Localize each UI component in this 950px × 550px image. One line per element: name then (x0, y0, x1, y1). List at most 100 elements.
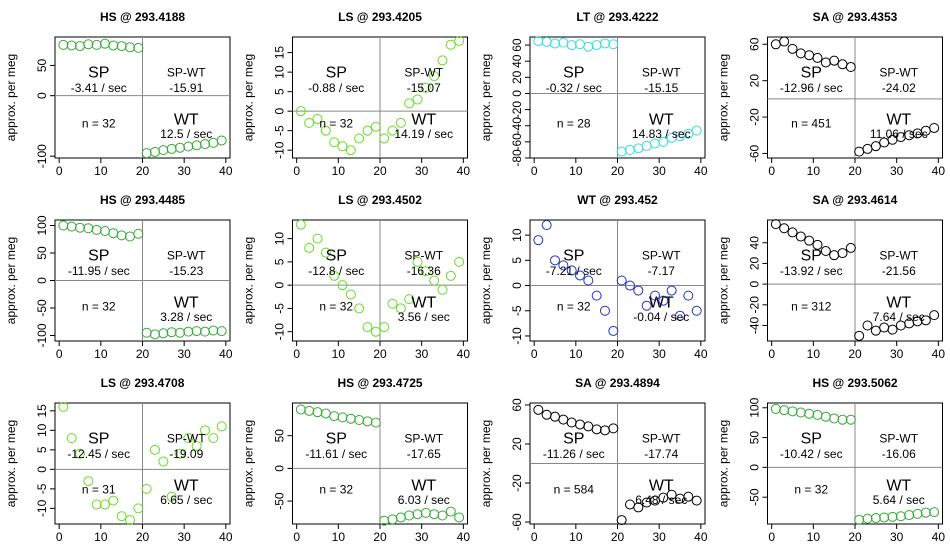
annotation: -0.32 / sec (546, 81, 602, 95)
y-tick-label: 20 (748, 256, 762, 270)
y-tick-label: 0 (748, 464, 762, 471)
x-tick-label: 0 (768, 164, 775, 178)
point (387, 298, 398, 309)
point (541, 409, 552, 420)
point (362, 125, 373, 136)
annotation: SP (563, 65, 584, 82)
annotation: -11.61 / sec (305, 447, 367, 461)
y-tick-label: 50 (273, 429, 287, 443)
point (116, 511, 127, 522)
chart-title: LS @ 293.4205 (338, 10, 422, 24)
point (345, 289, 356, 300)
annotation: WT (411, 112, 436, 129)
point (58, 39, 69, 50)
annotation: 5.64 / sec (873, 493, 925, 507)
point (845, 62, 856, 73)
annotation: SP-WT (167, 65, 206, 79)
y-tick-label: 20 (510, 70, 524, 84)
point (616, 275, 627, 286)
point (870, 513, 881, 524)
chart-title: SA @ 293.4353 (813, 10, 898, 24)
point (420, 82, 431, 93)
point (920, 315, 931, 326)
point (116, 41, 127, 52)
y-tick-label: 50 (748, 431, 762, 445)
point (183, 141, 194, 152)
point (379, 515, 390, 526)
x-tick-label: 20 (136, 347, 150, 361)
annotation: -0.88 / sec (308, 81, 364, 95)
point (929, 507, 940, 518)
annotation: 11.06 / sec (870, 127, 928, 141)
x-tick-label: 10 (332, 164, 346, 178)
x-tick-label: 20 (611, 347, 625, 361)
annotation: -19.09 (169, 447, 203, 461)
annotation: n = 32 (319, 482, 353, 496)
x-tick-label: 10 (807, 347, 821, 361)
point (329, 270, 340, 281)
annotation: WT (649, 295, 674, 312)
annotation: SP-WT (879, 248, 918, 262)
x-tick-label: 40 (694, 164, 708, 178)
point (320, 125, 331, 136)
point (787, 227, 798, 238)
point (312, 407, 323, 418)
chart-title: HS @ 293.4725 (337, 376, 422, 390)
point (312, 113, 323, 124)
y-tick-label: 10 (510, 228, 524, 242)
point (58, 401, 69, 412)
annotation: SP (801, 65, 822, 82)
point (550, 38, 560, 49)
point (329, 137, 340, 148)
point (616, 515, 627, 526)
point (454, 512, 465, 523)
point (650, 290, 660, 301)
annotation: n = 32 (319, 299, 353, 313)
point (295, 106, 306, 117)
point (412, 256, 423, 267)
annotation: WT (886, 478, 911, 495)
y-tick-label: 40 (510, 54, 524, 68)
annotation: SP (88, 248, 109, 265)
point (125, 515, 135, 526)
annotation: WT (411, 478, 436, 495)
point (158, 328, 169, 339)
x-tick-label: 30 (415, 530, 429, 544)
point (133, 42, 144, 53)
chart-title: SA @ 293.4614 (813, 193, 898, 207)
y-tick-label: 0 (35, 466, 49, 473)
annotation: -12.96 / sec (780, 81, 843, 95)
annotation: -15.15 (644, 81, 678, 95)
point (558, 37, 569, 48)
x-tick-label: 10 (94, 347, 108, 361)
annotation: n = 32 (794, 482, 828, 496)
x-tick-label: 40 (932, 347, 946, 361)
point (379, 322, 390, 333)
annotation: 14.83 / sec (632, 127, 691, 141)
point (108, 495, 119, 506)
point (354, 415, 365, 426)
point (870, 141, 881, 152)
annotation: -16.36 (407, 264, 441, 278)
y-tick-label: 0 (35, 277, 49, 284)
point (583, 41, 594, 52)
annotation: -12.8 / sec (308, 264, 364, 278)
annotation: SP (326, 65, 347, 82)
x-tick-label: 40 (694, 530, 708, 544)
point (608, 39, 619, 50)
annotation: n = 32 (557, 299, 591, 313)
point (879, 512, 890, 523)
annotation: SP (326, 431, 347, 448)
y-axis-label: approx. per meg (242, 420, 256, 507)
point (412, 509, 423, 520)
point (312, 233, 323, 244)
point (683, 128, 694, 139)
x-tick-label: 0 (293, 530, 300, 544)
point (191, 326, 202, 337)
y-tick-label: 10 (35, 423, 49, 437)
y-tick-label: 100 (35, 215, 49, 235)
point (583, 421, 594, 432)
x-tick-label: 20 (373, 164, 387, 178)
point (370, 326, 381, 337)
